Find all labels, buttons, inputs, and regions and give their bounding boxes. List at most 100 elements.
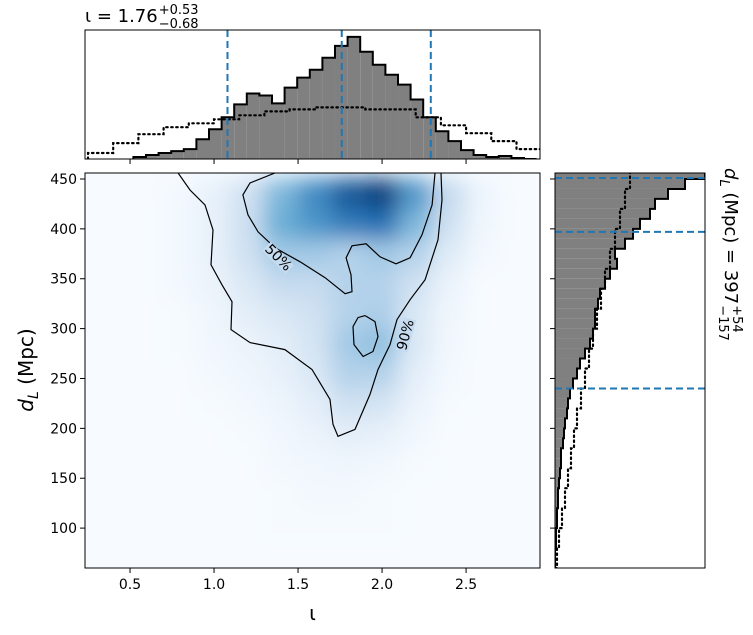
heat-cell bbox=[331, 358, 366, 389]
heat-cell bbox=[297, 268, 333, 300]
heat-cell bbox=[398, 358, 433, 389]
heat-cell bbox=[95, 178, 131, 210]
heat-cell bbox=[331, 477, 366, 509]
contour-label-bg bbox=[395, 317, 417, 353]
hist-bar bbox=[555, 348, 585, 359]
y-axis-label: dL (Mpc) bbox=[14, 328, 42, 411]
heat-cell bbox=[499, 268, 534, 300]
heat-cell bbox=[465, 507, 501, 539]
heat-cell bbox=[129, 178, 165, 210]
x-tick-label: 2.5 bbox=[455, 577, 477, 593]
hist-bar bbox=[555, 308, 595, 319]
hist-bar bbox=[555, 258, 617, 269]
top-title-upper: +0.53 bbox=[159, 3, 199, 18]
heat-cell bbox=[364, 208, 400, 240]
heat-cell bbox=[431, 208, 467, 240]
x-tick-label: 1.0 bbox=[203, 577, 225, 593]
heat-cell bbox=[331, 328, 366, 360]
heat-cell bbox=[398, 417, 433, 449]
hist-bar bbox=[461, 150, 474, 159]
heat-cell bbox=[465, 238, 501, 270]
heat-cell bbox=[364, 507, 400, 539]
heat-cell bbox=[230, 358, 265, 389]
heat-cell bbox=[499, 178, 534, 210]
heat-cell bbox=[95, 537, 131, 568]
hist-bar bbox=[385, 74, 399, 159]
hist-bar bbox=[145, 155, 159, 159]
heat-cell bbox=[431, 328, 467, 360]
heat-cell bbox=[297, 507, 333, 539]
heat-cell bbox=[499, 358, 534, 389]
heat-cell bbox=[230, 387, 265, 419]
heat-cell bbox=[499, 417, 534, 449]
heat-cell bbox=[431, 178, 467, 210]
heat-cell bbox=[364, 268, 400, 300]
heat-cell bbox=[465, 178, 501, 210]
right-title-main: dL (Mpc) = 397 bbox=[716, 168, 741, 304]
heat-cell bbox=[129, 298, 165, 330]
hist-bar bbox=[555, 278, 605, 289]
hist-bar bbox=[555, 388, 570, 399]
heat-cell bbox=[263, 268, 299, 300]
right-histogram bbox=[555, 173, 705, 568]
hist-bar bbox=[473, 155, 487, 159]
hist-bar bbox=[284, 87, 298, 159]
heat-cell bbox=[129, 387, 165, 419]
heat-cell bbox=[465, 208, 501, 240]
hist-bar bbox=[435, 131, 449, 159]
hist-bar bbox=[555, 448, 561, 459]
y-tick-label: 450 bbox=[50, 172, 77, 188]
hist-bar bbox=[555, 338, 590, 349]
heat-cell bbox=[431, 447, 467, 479]
hist-bar bbox=[171, 151, 184, 159]
heat-cell bbox=[163, 507, 198, 539]
heat-cell bbox=[129, 238, 165, 270]
heatmap-cells bbox=[95, 178, 534, 568]
hist-bar bbox=[555, 418, 565, 429]
hist-bar bbox=[555, 328, 593, 339]
heat-cell bbox=[95, 358, 131, 389]
heat-cell bbox=[465, 328, 501, 360]
heat-cell bbox=[398, 178, 433, 210]
heat-cell bbox=[129, 358, 165, 389]
heat-cell bbox=[196, 417, 232, 449]
heat-cell bbox=[297, 447, 333, 479]
hist-bar bbox=[555, 178, 685, 189]
heat-cell bbox=[364, 417, 400, 449]
y-label-unit: (Mpc) bbox=[14, 328, 38, 391]
heat-cell bbox=[163, 238, 198, 270]
top-title-lower: −0.68 bbox=[159, 17, 199, 32]
heat-cell bbox=[499, 298, 534, 330]
hist-bar bbox=[555, 468, 560, 479]
heat-cell bbox=[230, 298, 265, 330]
hist-bar bbox=[309, 69, 323, 159]
hist-bar bbox=[322, 57, 336, 159]
main-frame bbox=[84, 172, 541, 569]
hist-bar bbox=[221, 117, 235, 159]
heat-cell bbox=[263, 328, 299, 360]
hist-bar bbox=[555, 378, 573, 389]
heat-cell bbox=[465, 298, 501, 330]
heat-cell bbox=[95, 447, 131, 479]
hist-bar bbox=[555, 438, 563, 449]
heat-cell bbox=[364, 387, 400, 419]
hist-bar bbox=[555, 398, 568, 409]
x-tick-label: 1.5 bbox=[287, 577, 309, 593]
heat-cell bbox=[331, 507, 366, 539]
heat-cell bbox=[331, 208, 366, 240]
heat-cell bbox=[431, 387, 467, 419]
heat-cell bbox=[129, 268, 165, 300]
heat-cell bbox=[129, 208, 165, 240]
hist-bar bbox=[372, 64, 386, 159]
top-title: ι = 1.76 bbox=[85, 6, 158, 27]
heat-cell bbox=[331, 178, 366, 210]
hist-bar bbox=[234, 104, 247, 159]
heat-cell bbox=[196, 537, 232, 568]
contour bbox=[242, 173, 436, 295]
heat-cell bbox=[163, 417, 198, 449]
heat-cell bbox=[297, 328, 333, 360]
heat-cell bbox=[364, 447, 400, 479]
heat-cell bbox=[196, 447, 232, 479]
heat-cell bbox=[129, 477, 165, 509]
